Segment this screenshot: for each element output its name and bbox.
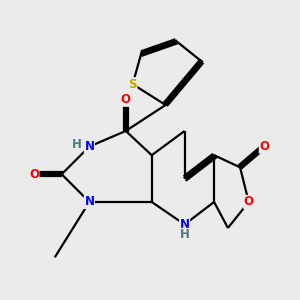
Text: N: N [84, 196, 94, 208]
Text: O: O [121, 93, 131, 106]
Text: S: S [128, 78, 137, 91]
Text: N: N [84, 140, 94, 153]
Text: O: O [29, 168, 39, 181]
Text: H: H [180, 228, 190, 242]
Text: H: H [72, 138, 82, 151]
Text: O: O [259, 140, 269, 153]
Text: O: O [244, 196, 254, 208]
Text: N: N [180, 218, 190, 231]
